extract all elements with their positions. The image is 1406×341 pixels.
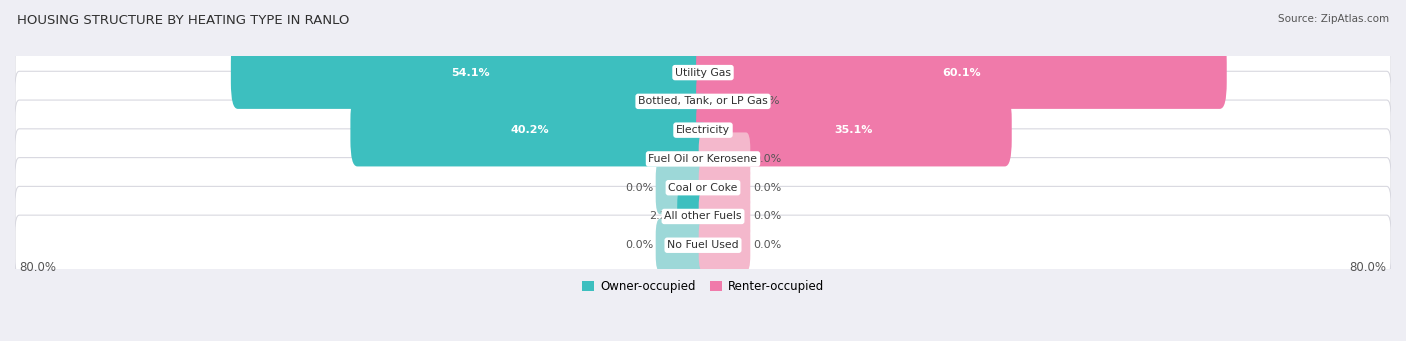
FancyBboxPatch shape <box>655 219 707 272</box>
Text: 4.8%: 4.8% <box>751 97 780 106</box>
FancyBboxPatch shape <box>15 71 1391 131</box>
FancyBboxPatch shape <box>350 94 710 166</box>
FancyBboxPatch shape <box>231 36 710 109</box>
FancyBboxPatch shape <box>696 94 1012 166</box>
FancyBboxPatch shape <box>696 36 1227 109</box>
Text: Source: ZipAtlas.com: Source: ZipAtlas.com <box>1278 14 1389 24</box>
Text: 2.0%: 2.0% <box>651 97 679 106</box>
Text: Utility Gas: Utility Gas <box>675 68 731 78</box>
FancyBboxPatch shape <box>15 215 1391 275</box>
Text: HOUSING STRUCTURE BY HEATING TYPE IN RANLO: HOUSING STRUCTURE BY HEATING TYPE IN RAN… <box>17 14 349 27</box>
FancyBboxPatch shape <box>696 65 751 138</box>
Text: 0.0%: 0.0% <box>752 240 782 250</box>
Text: 35.1%: 35.1% <box>835 125 873 135</box>
FancyBboxPatch shape <box>683 123 710 195</box>
Text: 0.0%: 0.0% <box>752 211 782 221</box>
Text: 54.1%: 54.1% <box>451 68 489 78</box>
FancyBboxPatch shape <box>699 190 751 243</box>
Text: 2.2%: 2.2% <box>648 211 678 221</box>
FancyBboxPatch shape <box>15 43 1391 103</box>
Text: 0.0%: 0.0% <box>624 183 654 193</box>
FancyBboxPatch shape <box>15 187 1391 247</box>
Text: Fuel Oil or Kerosene: Fuel Oil or Kerosene <box>648 154 758 164</box>
FancyBboxPatch shape <box>699 219 751 272</box>
FancyBboxPatch shape <box>655 161 707 214</box>
Text: No Fuel Used: No Fuel Used <box>668 240 738 250</box>
Text: 1.5%: 1.5% <box>655 154 683 164</box>
FancyBboxPatch shape <box>15 158 1391 218</box>
Text: 80.0%: 80.0% <box>1350 261 1386 273</box>
Legend: Owner-occupied, Renter-occupied: Owner-occupied, Renter-occupied <box>578 275 828 298</box>
Text: 0.0%: 0.0% <box>624 240 654 250</box>
FancyBboxPatch shape <box>678 180 710 253</box>
Text: 60.1%: 60.1% <box>942 68 981 78</box>
Text: Electricity: Electricity <box>676 125 730 135</box>
Text: 0.0%: 0.0% <box>752 154 782 164</box>
Text: All other Fuels: All other Fuels <box>664 211 742 221</box>
Text: 40.2%: 40.2% <box>510 125 550 135</box>
Text: Coal or Coke: Coal or Coke <box>668 183 738 193</box>
FancyBboxPatch shape <box>15 129 1391 189</box>
FancyBboxPatch shape <box>699 161 751 214</box>
Text: 80.0%: 80.0% <box>20 261 56 273</box>
Text: Bottled, Tank, or LP Gas: Bottled, Tank, or LP Gas <box>638 97 768 106</box>
Text: 0.0%: 0.0% <box>752 183 782 193</box>
FancyBboxPatch shape <box>15 100 1391 160</box>
FancyBboxPatch shape <box>699 132 751 186</box>
FancyBboxPatch shape <box>679 65 710 138</box>
